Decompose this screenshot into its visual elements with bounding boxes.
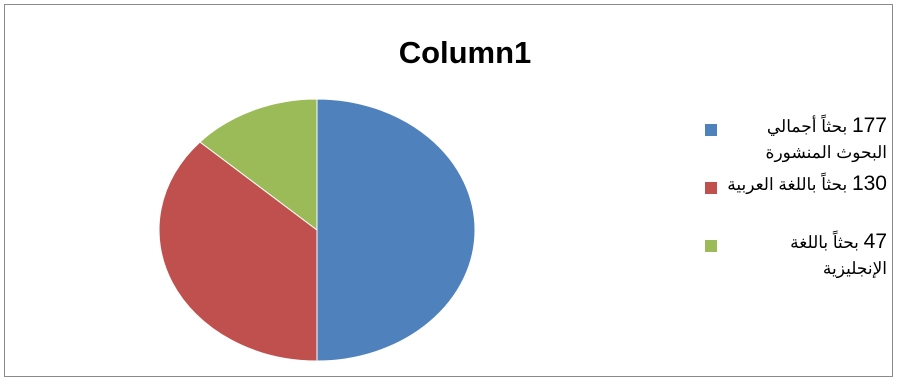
- legend-text: بحثاً أجمالي البحوث المنشورة: [765, 117, 887, 162]
- legend-swatch: [705, 124, 717, 136]
- legend: 177 بحثاً أجمالي البحوث المنشورة 130 بحث…: [705, 113, 895, 287]
- pie-slice: [199, 98, 318, 232]
- legend-number: 177: [851, 114, 887, 137]
- legend-number: 130: [851, 172, 887, 195]
- legend-text: بحثاً باللغة العربية: [727, 175, 848, 194]
- legend-swatch: [705, 240, 717, 252]
- legend-number: 47: [863, 230, 887, 253]
- legend-item: 177 بحثاً أجمالي البحوث المنشورة: [705, 113, 895, 171]
- pie-chart: [158, 98, 476, 362]
- legend-label: 177 بحثاً أجمالي البحوث المنشورة: [723, 113, 887, 166]
- legend-label: 47 بحثاً باللغة الإنجليزية: [723, 229, 887, 282]
- chart-area: Column1 177 بحثاً أجمالي البحوث المنشورة…: [4, 4, 893, 377]
- legend-label: 130 بحثاً باللغة العربية: [723, 171, 887, 198]
- legend-swatch: [705, 182, 717, 194]
- pie-slice: [158, 141, 318, 362]
- legend-item: 47 بحثاً باللغة الإنجليزية: [705, 229, 895, 287]
- chart-title: Column1: [398, 35, 532, 70]
- legend-item: 130 بحثاً باللغة العربية: [705, 171, 895, 229]
- legend-text: بحثاً باللغة الإنجليزية: [790, 233, 887, 278]
- pie-slice: [316, 98, 476, 362]
